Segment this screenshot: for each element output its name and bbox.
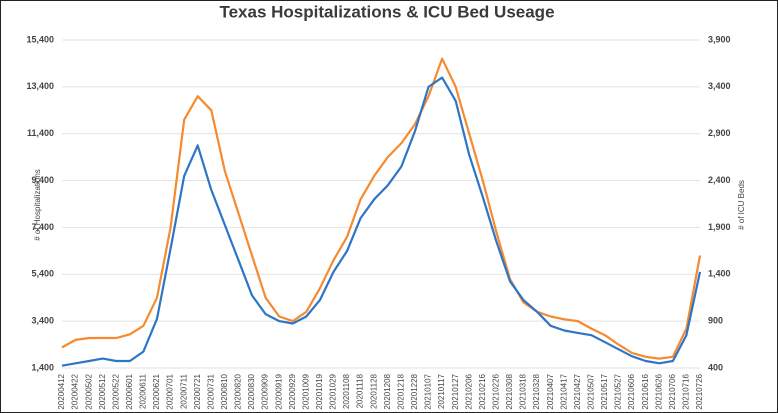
x-tick-label: 20200522 (111, 373, 120, 409)
x-tick-label: 20200611 (139, 373, 148, 409)
y2-tick-label: 1,400 (708, 269, 731, 279)
y-tick-label: 1,400 (31, 362, 54, 372)
x-tick-label: 20210606 (627, 373, 636, 409)
x-tick-label: 20210216 (478, 373, 487, 409)
x-tick-label: 20210626 (654, 373, 663, 409)
y2-axis-label: # of ICU Beds (737, 180, 746, 230)
x-tick-label: 20200502 (84, 373, 93, 409)
y-tick-label: 7,400 (31, 222, 54, 232)
x-tick-label: 20201019 (315, 373, 324, 409)
x-tick-label: 20200820 (234, 373, 243, 409)
x-tick-label: 20200422 (71, 373, 80, 409)
x-tick-label: 20210517 (600, 373, 609, 409)
x-tick-label: 20210308 (505, 373, 514, 409)
chart-title: Texas Hospitalizations & ICU Bed Useage (219, 2, 554, 21)
x-tick-label: 20201009 (301, 373, 310, 409)
x-tick-label: 20200621 (152, 373, 161, 409)
y-tick-label: 5,400 (31, 269, 54, 279)
x-tick-label: 20210527 (614, 373, 623, 409)
x-tick-label: 20210407 (546, 373, 555, 409)
x-tick-label: 20201228 (410, 373, 419, 409)
series-line (61, 57, 702, 360)
x-tick-label: 20200929 (288, 373, 297, 409)
x-tick-label: 20210726 (695, 373, 704, 409)
x-tick-label: 20201208 (383, 373, 392, 409)
x-tick-label: 20210226 (491, 373, 500, 409)
x-tick-label: 20210427 (573, 373, 582, 409)
x-tick-label: 20201118 (356, 373, 365, 408)
y2-tick-label: 1,900 (708, 222, 731, 232)
x-tick-label: 20210107 (424, 373, 433, 409)
x-tick-label: 20200701 (166, 373, 175, 409)
x-tick-label: 20201029 (329, 373, 338, 409)
x-tick-label: 20200810 (220, 373, 229, 409)
x-tick-label: 20210328 (532, 373, 541, 409)
y2-tick-label: 400 (708, 362, 723, 372)
x-tick-label: 20201218 (396, 373, 405, 409)
x-tick-label: 20200601 (125, 373, 134, 409)
x-tick-label: 20200731 (206, 373, 215, 409)
y-axis-label: # of Hospitalizations (33, 169, 42, 241)
y-tick-label: 3,400 (31, 316, 54, 326)
x-tick-label: 20200721 (193, 373, 202, 409)
x-tick-label: 20210507 (587, 373, 596, 409)
x-tick-label: 20201108 (342, 373, 351, 409)
y2-tick-label: 2,900 (708, 128, 731, 138)
x-tick-label: 20210127 (451, 373, 460, 409)
y2-tick-label: 2,400 (708, 175, 731, 185)
y2-tick-label: 900 (708, 316, 723, 326)
y-tick-label: 15,400 (26, 34, 54, 44)
y2-tick-label: 3,400 (708, 81, 731, 91)
y-tick-label: 11,400 (27, 128, 54, 138)
x-tick-label: 20210716 (682, 373, 691, 409)
x-tick-label: 20210117 (437, 373, 446, 409)
x-tick-label: 20200412 (57, 373, 66, 409)
y-tick-label: 9,400 (31, 175, 54, 185)
x-tick-label: 20200919 (274, 373, 283, 409)
x-tick-label: 20210417 (559, 373, 568, 409)
x-tick-label: 20200830 (247, 373, 256, 409)
x-tick-label: 20210318 (519, 373, 528, 409)
y2-tick-label: 3,900 (708, 34, 731, 44)
x-tick-label: 20200909 (261, 373, 270, 409)
series-line (61, 76, 702, 367)
x-tick-label: 20210706 (668, 373, 677, 409)
x-tick-label: 20200512 (98, 373, 107, 409)
y-tick-label: 13,400 (26, 81, 54, 91)
x-tick-label: 20200711 (179, 373, 188, 409)
x-tick-label: 20210206 (464, 373, 473, 409)
x-tick-label: 20210616 (641, 373, 650, 409)
x-tick-label: 20201128 (369, 373, 378, 409)
